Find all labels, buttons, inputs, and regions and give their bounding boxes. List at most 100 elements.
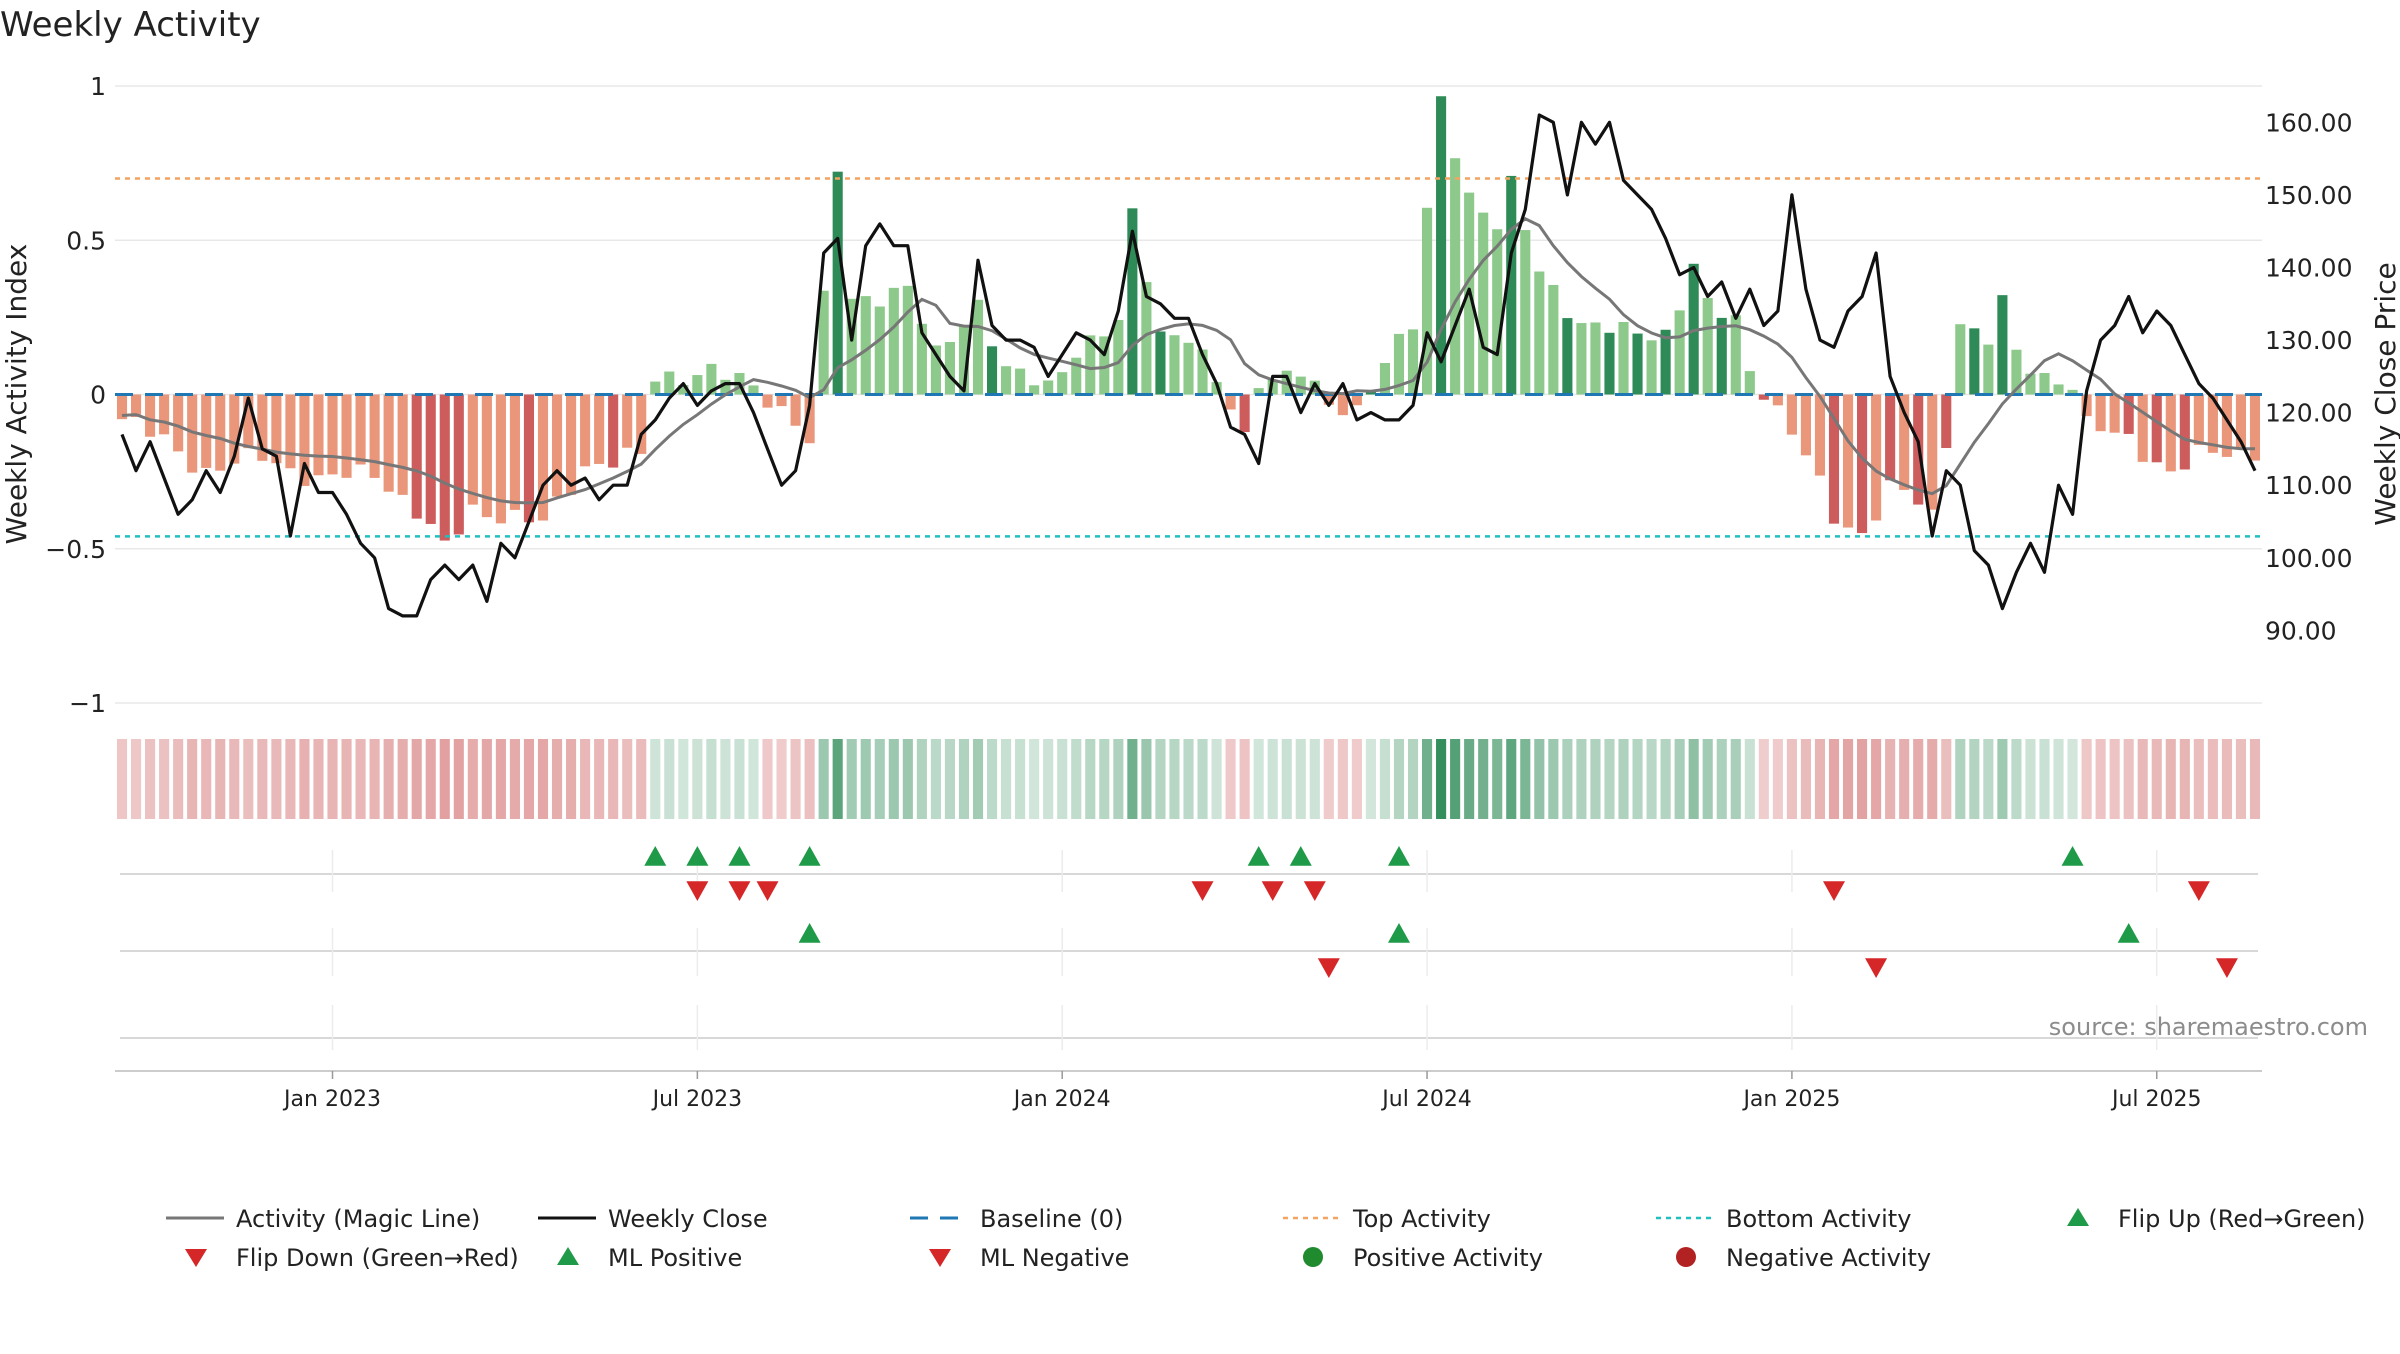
strip-cell [1393, 739, 1405, 819]
flip-down-marker [1303, 881, 1326, 901]
strip-cell [1492, 739, 1503, 819]
strip-cell [1309, 739, 1320, 819]
strip-cell [1899, 739, 1910, 819]
strip-cell [1323, 739, 1334, 819]
activity-bar [1955, 324, 1966, 395]
strip-cell [874, 739, 885, 819]
strip-cell [986, 739, 998, 819]
strip-cell [1211, 739, 1222, 819]
strip-cell [1127, 739, 1138, 819]
strip-cell [201, 739, 212, 819]
activity-bar [1941, 394, 1952, 448]
x-axis: Jan 2023 Jul 2023 Jan 2024 Jul 2024 Jan 2025… [115, 1070, 2262, 1112]
strip-cell [537, 739, 549, 819]
strip-cell [1646, 739, 1657, 819]
strip-cell [2067, 739, 2078, 819]
strip-cell [1043, 739, 1054, 819]
y2-tick-label-5: 110.00 [2265, 471, 2352, 500]
strip-cell [1464, 739, 1475, 819]
activity-bar [1857, 394, 1868, 534]
activity-bar [2249, 394, 2261, 461]
strip-cell [1253, 739, 1264, 819]
activity-bar [1422, 207, 1433, 395]
legend: Activity (Magic Line) Weekly Close Baselin… [166, 1205, 2366, 1272]
activity-bar [1576, 323, 1587, 395]
legend-item-bottom: Bottom Activity [1656, 1205, 1911, 1233]
legend-label-mlpos: ML Positive [608, 1244, 742, 1272]
flip-down-marker [728, 881, 751, 901]
x-tick-label-0: Jan 2023 [282, 1087, 381, 1112]
activity-bar [341, 394, 352, 478]
activity-bar [145, 394, 156, 437]
strip-cell [650, 739, 661, 819]
activity-bar [664, 371, 675, 395]
activity-bar [1492, 229, 1503, 395]
activity-bar [1225, 394, 1236, 410]
activity-bar [1660, 329, 1671, 395]
activity-bar [355, 394, 366, 465]
activity-bar [1393, 333, 1405, 395]
strip-cell [1281, 739, 1292, 819]
strip-cell [369, 739, 380, 819]
legend-swatch-negact [1676, 1247, 1696, 1267]
strip-cell [1183, 739, 1194, 819]
strip-cell [594, 739, 605, 819]
activity-bar [2151, 394, 2162, 463]
strip-cell [580, 739, 591, 819]
strip-cell [1590, 739, 1601, 819]
strip-cell [1674, 739, 1685, 819]
activity-bar [874, 306, 885, 395]
x-tick-label-5: Jul 2025 [2110, 1087, 2202, 1112]
strip-cell [2179, 739, 2190, 819]
y-tick-label-0: 1 [90, 72, 106, 101]
strip-cell [888, 739, 899, 819]
strip-cell [130, 739, 142, 819]
legend-label-mlneg: ML Negative [980, 1244, 1129, 1272]
x-tick-label-2: Jan 2024 [1012, 1087, 1111, 1112]
strip-cell [1941, 739, 1952, 819]
activity-bar [594, 394, 605, 464]
strip-cell [1885, 739, 1896, 819]
activity-bar [1323, 394, 1334, 405]
activity-bar [1646, 340, 1657, 395]
activity-bar [1548, 284, 1559, 395]
activity-bar [2165, 394, 2176, 472]
strip-cell [1955, 739, 1966, 819]
activity-bar [1099, 336, 1110, 395]
strip-cell [257, 739, 268, 819]
activity-bar [566, 394, 577, 495]
y-tick-label-1: 0.5 [66, 226, 106, 255]
activity-bar [1351, 394, 1362, 406]
ml-positive-marker [798, 923, 821, 943]
strip-cell [776, 739, 787, 819]
activity-bar [159, 394, 170, 435]
strip-cell [1534, 739, 1545, 819]
strip-cell [608, 739, 619, 819]
y2-tick-label-0: 160.00 [2265, 108, 2352, 137]
legend-label-bottom: Bottom Activity [1726, 1205, 1911, 1233]
strip-cell [173, 739, 184, 819]
activity-bar [1871, 394, 1882, 521]
activity-bar [1800, 394, 1811, 456]
strip-cell [439, 739, 450, 819]
strip-cell [467, 739, 478, 819]
activity-bar [678, 385, 689, 395]
strip-cell [1478, 739, 1489, 819]
strip-cell [1085, 739, 1096, 819]
strip-cell [215, 739, 226, 819]
strip-cell [1099, 739, 1110, 819]
strip-cell [1842, 739, 1854, 819]
x-tick-label-1: Jul 2023 [651, 1087, 743, 1112]
activity-bar [1029, 385, 1040, 395]
strip-cell [1632, 739, 1643, 819]
strip-cell [1716, 739, 1727, 819]
strip-cell [1506, 739, 1517, 819]
strip-cell [2207, 739, 2218, 819]
activity-bar [1604, 332, 1615, 395]
strip-cell [1758, 739, 1769, 819]
strip-cell [804, 739, 815, 819]
activity-bar [1520, 230, 1531, 395]
activity-bar [1169, 335, 1180, 395]
strip-cell [636, 739, 647, 819]
